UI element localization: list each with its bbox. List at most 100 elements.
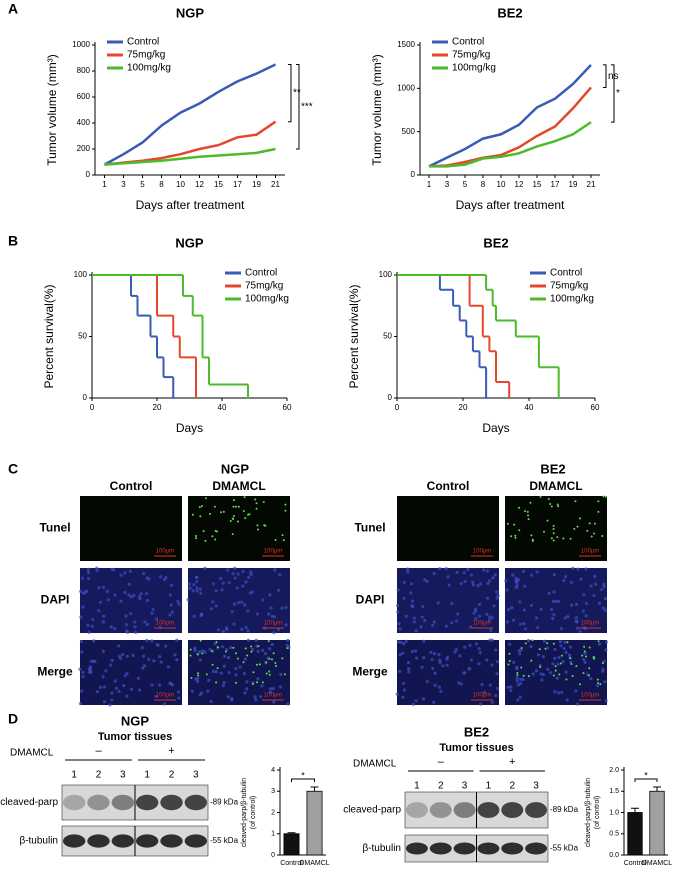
nucleus <box>487 618 492 622</box>
tunel-signal <box>575 665 578 668</box>
column-header: Control <box>110 479 153 493</box>
nucleus <box>273 568 277 572</box>
nucleus <box>270 642 274 647</box>
nucleus <box>469 573 474 577</box>
x-tick-label: DMAMCL <box>642 860 672 867</box>
nucleus <box>104 669 108 673</box>
nucleus <box>113 593 117 597</box>
nucleus <box>439 689 443 693</box>
band <box>62 794 86 811</box>
nucleus <box>450 621 454 625</box>
nucleus <box>188 586 192 590</box>
nucleus <box>221 581 225 585</box>
tunel-signal <box>242 661 245 664</box>
nucleus <box>398 652 402 657</box>
tunel-signal <box>229 520 232 523</box>
nucleus <box>485 658 489 662</box>
significance-bracket <box>611 64 615 123</box>
nucleus <box>602 606 606 610</box>
nucleus <box>154 617 159 621</box>
tunel-signal <box>582 672 585 675</box>
significance-bracket <box>296 64 300 150</box>
nucleus <box>226 695 231 699</box>
nucleus <box>211 669 215 673</box>
nucleus <box>234 673 238 677</box>
tunel-signal <box>270 658 273 661</box>
nucleus <box>221 629 225 634</box>
nucleus <box>466 567 470 571</box>
nucleus <box>446 575 450 579</box>
nucleus <box>285 643 289 647</box>
nucleus <box>235 586 239 590</box>
lane-label: 2 <box>509 781 515 792</box>
nucleus <box>478 702 483 706</box>
tunel-signal <box>552 527 555 530</box>
nucleus <box>565 698 569 702</box>
y-tick-label: 4 <box>271 767 275 774</box>
tunel-signal <box>523 510 526 513</box>
nucleus <box>169 603 173 607</box>
nucleus <box>223 654 227 658</box>
tunel-signal <box>602 495 605 498</box>
nucleus <box>222 664 226 668</box>
column-header: DMAMCL <box>212 479 265 493</box>
nucleus <box>604 640 608 644</box>
tunel-signal <box>522 674 525 677</box>
tunel-signal <box>234 652 237 655</box>
group-label: + <box>168 745 174 757</box>
nucleus <box>244 580 248 584</box>
nucleus <box>194 677 198 681</box>
nucleus <box>102 614 106 618</box>
tunel-signal <box>588 674 591 677</box>
nucleus <box>411 599 415 603</box>
nucleus <box>495 590 499 594</box>
nucleus <box>154 694 158 699</box>
tunel-signal <box>601 662 604 665</box>
nucleus <box>507 607 511 612</box>
nucleus <box>556 662 560 666</box>
tunel-signal <box>552 524 555 527</box>
x-tick-label: 1 <box>427 180 432 189</box>
tunel-signal <box>199 515 202 518</box>
nucleus <box>193 646 197 650</box>
band-size: -55 kDa <box>550 844 579 853</box>
nucleus <box>515 667 519 671</box>
lane-label: 2 <box>169 770 175 781</box>
nucleus <box>129 687 134 691</box>
y-axis-label: (of control) <box>594 796 601 829</box>
nucleus <box>508 642 512 646</box>
x-tick-label: 19 <box>252 180 261 189</box>
nucleus <box>505 620 509 624</box>
nucleus <box>410 582 414 586</box>
nucleus <box>602 584 606 589</box>
tunel-signal <box>578 683 581 686</box>
band <box>87 834 110 848</box>
tunel-signal <box>242 510 245 513</box>
nucleus <box>583 651 587 655</box>
x-tick-label: 0 <box>90 403 95 412</box>
nucleus <box>570 603 574 607</box>
nucleus <box>474 642 479 646</box>
nucleus <box>286 638 290 642</box>
tunel-signal <box>571 675 574 678</box>
tunel-signal <box>588 522 591 525</box>
nucleus <box>256 649 260 654</box>
tunel-signal <box>208 512 211 515</box>
nucleus <box>463 671 467 675</box>
tunel-signal <box>560 654 563 657</box>
nucleus <box>234 667 238 671</box>
nucleus <box>127 582 132 586</box>
nucleus <box>414 629 418 633</box>
nucleus <box>444 567 448 571</box>
nucleus <box>555 676 559 680</box>
tunel-signal <box>583 650 586 653</box>
nucleus <box>445 663 449 667</box>
tunel-signal <box>236 657 239 660</box>
nucleus <box>477 646 481 651</box>
band <box>62 834 86 848</box>
nucleus <box>286 702 290 706</box>
nucleus <box>420 615 424 619</box>
scale-bar-label: 100μm <box>264 621 282 627</box>
y-tick-label: 500 <box>402 127 416 136</box>
